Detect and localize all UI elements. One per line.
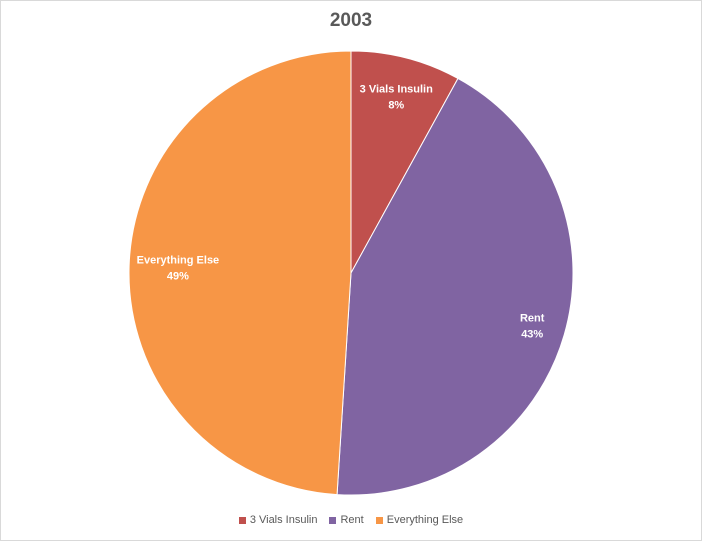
- legend-item: Rent: [329, 514, 364, 526]
- pie-slice-3-vials-insulin: [350, 50, 459, 274]
- legend-label: Everything Else: [386, 514, 464, 526]
- slice-category-label: Everything Else: [137, 255, 220, 267]
- legend-swatch: [375, 516, 383, 524]
- slice-percent-label: 8%: [388, 100, 404, 112]
- legend-item: 3 Vials Insulin: [238, 514, 318, 526]
- slice-category-label: Rent: [520, 313, 545, 325]
- legend-swatch: [329, 516, 337, 524]
- pie-slice-everything-else: [128, 50, 352, 496]
- slice-percent-label: 49%: [167, 271, 189, 283]
- pie-slice-rent: [336, 77, 574, 496]
- legend-swatch: [238, 516, 246, 524]
- legend-label: 3 Vials Insulin: [249, 514, 318, 526]
- legend-label: Rent: [340, 514, 364, 526]
- chart-legend: 3 Vials Insulin Rent Everything Else: [1, 514, 701, 526]
- legend-item: Everything Else: [375, 514, 464, 526]
- chart-title: 2003: [329, 10, 373, 31]
- slice-percent-label: 43%: [521, 329, 543, 341]
- slice-category-label: 3 Vials Insulin: [360, 84, 433, 96]
